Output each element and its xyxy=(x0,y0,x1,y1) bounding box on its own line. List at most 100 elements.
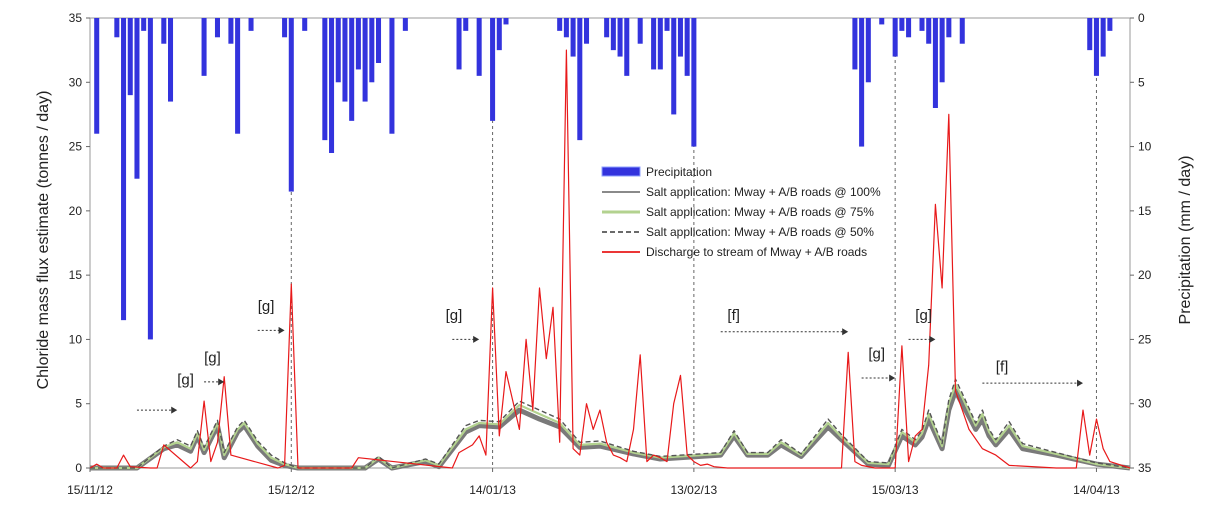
y-axis-right-label: Precipitation (mm / day) xyxy=(1177,156,1194,325)
precipitation-bar xyxy=(657,18,663,70)
precipitation-bar xyxy=(932,18,938,108)
precipitation-bar xyxy=(389,18,395,134)
y-left-tick-label: 20 xyxy=(69,204,83,218)
precipitation-bar xyxy=(302,18,308,31)
precipitation-bar xyxy=(563,18,569,38)
y-left-tick-label: 35 xyxy=(69,11,83,25)
legend: Precipitation Salt application: Mway + A/… xyxy=(601,165,881,259)
precipitation-bar xyxy=(147,18,153,340)
legend-label: Salt application: Mway + A/B roads @ 100… xyxy=(646,185,881,199)
annotation-arrow-head xyxy=(929,335,936,343)
annotation-arrow-head xyxy=(473,335,480,343)
precipitation-bar xyxy=(610,18,616,51)
precipitation-bar xyxy=(584,18,590,44)
precipitation-bar xyxy=(490,18,496,121)
precipitation-bar xyxy=(604,18,610,38)
precipitation-bar xyxy=(463,18,469,31)
precipitation-bar xyxy=(402,18,408,31)
precipitation-bar xyxy=(959,18,965,44)
axes: 0 5 10 15 20 25 30 35 0 5 10 15 20 25 30 35 15/11/12 15/1… xyxy=(67,11,1152,497)
precipitation-bar xyxy=(577,18,583,141)
precipitation-bars xyxy=(94,18,1113,340)
precipitation-bar xyxy=(926,18,932,44)
precipitation-bar xyxy=(570,18,576,57)
precipitation-bar xyxy=(691,18,697,147)
precipitation-bar xyxy=(671,18,677,115)
precipitation-bar xyxy=(865,18,871,83)
legend-swatch-bar xyxy=(601,166,641,177)
precipitation-bar xyxy=(476,18,482,76)
precipitation-bar xyxy=(121,18,127,321)
y-right-tick-label: 30 xyxy=(1138,397,1152,411)
precipitation-bar xyxy=(939,18,945,83)
precipitation-bar xyxy=(228,18,234,44)
annotation-label: [g] xyxy=(204,350,221,367)
precipitation-bar xyxy=(161,18,167,44)
precipitation-bar xyxy=(496,18,502,51)
annotation-label: [g] xyxy=(258,298,275,315)
precipitation-bar xyxy=(248,18,254,31)
series-line-3 xyxy=(90,378,1131,469)
x-tick-label: 13/02/13 xyxy=(671,483,718,497)
annotation-arrow-head xyxy=(842,328,849,336)
annotation-label: [g] xyxy=(868,346,885,363)
x-tick-label: 15/12/12 xyxy=(268,483,315,497)
precipitation-bar xyxy=(1107,18,1113,31)
precipitation-bar xyxy=(282,18,288,38)
y-right-tick-label: 15 xyxy=(1138,204,1152,218)
precipitation-bar xyxy=(114,18,120,38)
precipitation-bar xyxy=(892,18,898,57)
precipitation-bar xyxy=(201,18,207,76)
precipitation-bar xyxy=(624,18,630,76)
precipitation-bar xyxy=(168,18,174,102)
legend-label: Salt application: Mway + A/B roads @ 50% xyxy=(646,225,874,239)
precipitation-bar xyxy=(134,18,140,179)
precipitation-bar xyxy=(94,18,100,134)
y-right-tick-label: 0 xyxy=(1138,11,1145,25)
legend-label: Discharge to stream of Mway + A/B roads xyxy=(646,245,867,259)
precipitation-bar xyxy=(1100,18,1106,57)
precipitation-bar xyxy=(335,18,341,83)
annotation-arrow-head xyxy=(171,406,178,414)
y-left-tick-label: 10 xyxy=(69,332,83,346)
precipitation-bar xyxy=(235,18,241,134)
precipitation-bar xyxy=(557,18,563,31)
precipitation-bar xyxy=(369,18,375,83)
annotation-label: [f] xyxy=(996,359,1009,376)
y-left-tick-label: 15 xyxy=(69,268,83,282)
precipitation-bar xyxy=(355,18,361,70)
plot-area xyxy=(89,17,1131,469)
precipitation-bar xyxy=(1093,18,1099,76)
precipitation-bar xyxy=(664,18,670,31)
y-left-tick-label: 25 xyxy=(69,140,83,154)
precipitation-bar xyxy=(859,18,865,147)
precipitation-bar xyxy=(899,18,905,31)
series-line-4 xyxy=(89,49,1131,469)
precipitation-bar xyxy=(329,18,335,153)
y-right-tick-label: 25 xyxy=(1138,332,1152,346)
series-lines xyxy=(89,49,1131,471)
x-tick-label: 15/03/13 xyxy=(872,483,919,497)
precipitation-bar xyxy=(1087,18,1093,51)
precipitation-bar xyxy=(349,18,355,121)
precipitation-bar xyxy=(376,18,382,63)
precipitation-bar xyxy=(852,18,858,70)
y-right-tick-label: 20 xyxy=(1138,268,1152,282)
precipitation-bar xyxy=(946,18,952,38)
precipitation-bar xyxy=(677,18,683,57)
precipitation-bar xyxy=(141,18,147,31)
y-right-tick-label: 5 xyxy=(1138,75,1145,89)
precipitation-bar xyxy=(651,18,657,70)
y-right-tick-label: 10 xyxy=(1138,140,1152,154)
y-axis-left-label: Chloride mass flux estimate (tonnes / da… xyxy=(35,91,52,390)
precipitation-bar xyxy=(637,18,643,44)
annotation-label: [g] xyxy=(446,307,463,324)
precipitation-bar xyxy=(617,18,623,57)
precipitation-bar xyxy=(214,18,220,38)
annotation-label: [g] xyxy=(177,371,194,388)
x-tick-label: 14/01/13 xyxy=(469,483,516,497)
annotation-arrow-head xyxy=(1077,379,1084,387)
annotation-arrow-head xyxy=(889,374,896,382)
precipitation-bar xyxy=(127,18,133,96)
